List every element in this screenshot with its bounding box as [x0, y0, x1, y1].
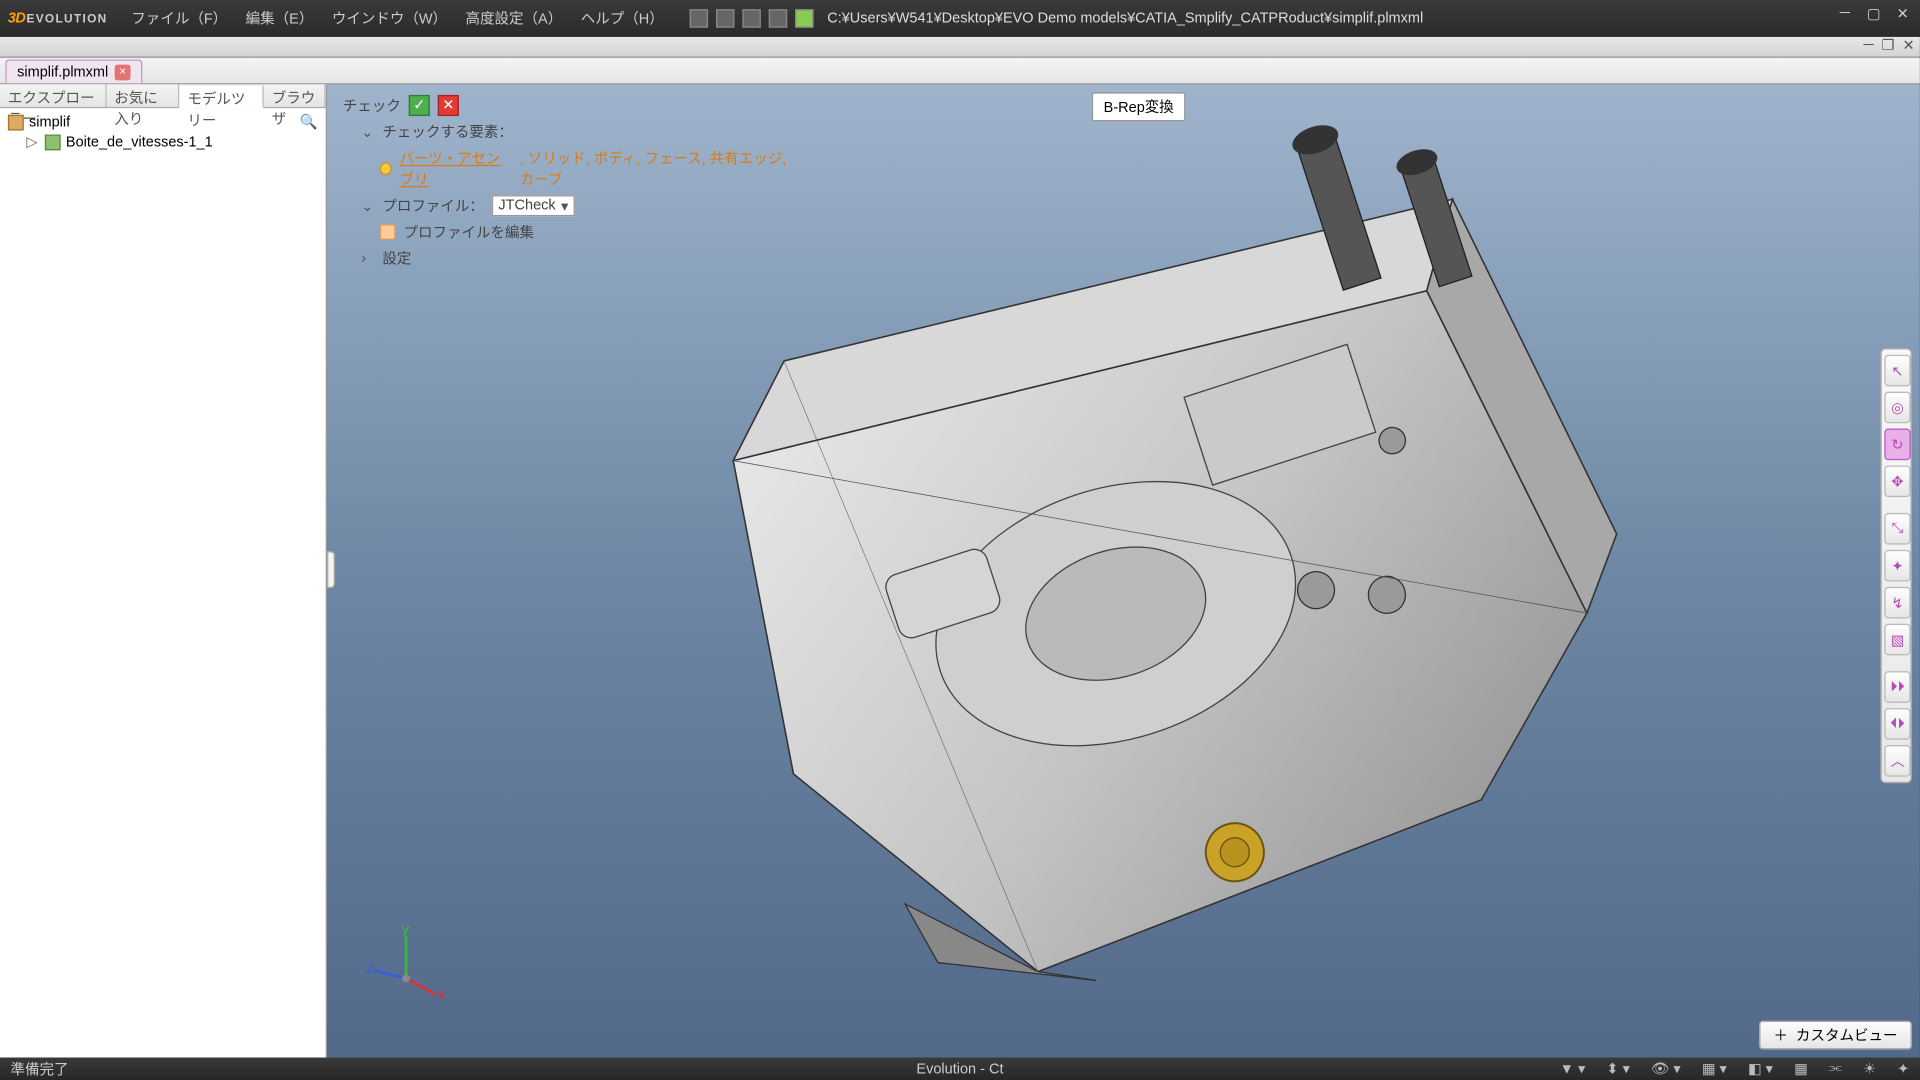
add-icon[interactable]: ✦ — [1897, 1060, 1909, 1077]
tool-play-icon[interactable]: ⏵⏵ — [1884, 671, 1910, 703]
status-ready: 準備完了 — [11, 1058, 69, 1079]
assembly-icon — [8, 115, 24, 131]
filter-icon[interactable]: ▼ ▾ — [1560, 1060, 1586, 1077]
tree-child-label: Boite_de_vitesses-1_1 — [66, 134, 213, 150]
file-tab-row: simplif.plmxml × — [0, 58, 1920, 84]
dropdown-icon: ▾ — [561, 197, 568, 214]
tool-fit-icon[interactable]: ✦ — [1884, 550, 1910, 582]
chevron-down-icon[interactable]: ⌄ — [361, 197, 374, 214]
toolbar-icon-2[interactable] — [716, 9, 734, 27]
check-label: チェック — [343, 95, 401, 116]
status-tools: ▼ ▾ ⬍ ▾ 👁 ▾ ▦ ▾ ◧ ▾ ▦ ⫘ ☀ ✦ — [1560, 1060, 1910, 1077]
toolbar-icon-5[interactable] — [796, 9, 814, 27]
tool-section-icon[interactable]: ▧ — [1884, 624, 1910, 656]
tool-rewind-icon[interactable]: ⏴⏵ — [1884, 708, 1910, 740]
chevron-right-icon[interactable]: › — [361, 251, 374, 267]
tab-model-tree[interactable]: モデルツリー — [179, 86, 263, 108]
side-tabs: エクスプローラー お気に入り モデルツリー ブラウザ — [0, 84, 326, 108]
search-icon[interactable]: 🔍 — [300, 113, 318, 130]
pencil-icon — [380, 224, 396, 240]
parts-suffix: , ソリッド, ボディ, フェース, 共有エッジ, カーブ — [520, 148, 792, 190]
file-tab[interactable]: simplif.plmxml × — [5, 59, 142, 83]
tool-move-icon[interactable]: ⤡ — [1884, 513, 1910, 545]
chevron-down-icon[interactable]: ⌄ — [361, 123, 374, 140]
layers-icon[interactable]: ⬍ ▾ — [1606, 1060, 1629, 1077]
sun-icon[interactable]: ☀ — [1863, 1060, 1876, 1077]
doc-minimize-icon[interactable]: ─ — [1863, 37, 1873, 54]
profile-value: JTCheck — [498, 198, 555, 214]
svg-text:y: y — [402, 926, 410, 938]
tool-cursor-icon[interactable]: ↖ — [1884, 355, 1910, 387]
tab-browser[interactable]: ブラウザ — [264, 84, 326, 106]
window-maximize-icon[interactable]: ▢ — [1865, 5, 1883, 22]
window-close-icon[interactable]: ✕ — [1894, 5, 1912, 22]
file-tab-close-icon[interactable]: × — [115, 64, 131, 80]
viewport-3d[interactable]: チェック ✓ ✕ ⌄ チェックする要素： パーツ・アセンブリ, ソリッド, ボデ… — [327, 84, 1920, 1057]
menu-advanced[interactable]: 高度設定（A） — [466, 8, 563, 29]
tree-root-label: simplif — [29, 115, 70, 131]
menu-help[interactable]: ヘルプ（H） — [581, 8, 664, 29]
tree-child[interactable]: ▷ Boite_de_vitesses-1_1 — [26, 132, 317, 152]
svg-text:x: x — [438, 987, 446, 1003]
model-tree: 🔍 simplif ▷ Boite_de_vitesses-1_1 — [0, 108, 326, 1057]
custom-view-button[interactable]: ＋ カスタムビュー — [1759, 1021, 1912, 1050]
panel-drag-handle[interactable] — [327, 551, 335, 588]
bullet-icon — [380, 162, 392, 175]
visibility-icon[interactable]: 👁 ▾ — [1651, 1060, 1681, 1077]
file-tab-label: simplif.plmxml — [17, 64, 108, 80]
toolbar-icon-1[interactable] — [690, 9, 708, 27]
profile-label: プロファイル： — [382, 195, 484, 216]
section-check-elements: チェックする要素： — [382, 121, 513, 142]
menu-edit[interactable]: 編集（E） — [246, 8, 314, 29]
window-minimize-icon[interactable]: ─ — [1835, 5, 1853, 22]
app-logo: 3DEVOLUTION — [8, 11, 108, 27]
menu-file[interactable]: ファイル（F） — [131, 8, 227, 29]
svg-text:z: z — [367, 961, 374, 977]
expand-icon[interactable]: ▷ — [26, 133, 39, 150]
box-icon[interactable]: ◧ ▾ — [1748, 1060, 1773, 1077]
toolbar-icon-4[interactable] — [769, 9, 787, 27]
tool-target-icon[interactable]: ◎ — [1884, 392, 1910, 424]
profile-select[interactable]: JTCheck ▾ — [492, 195, 575, 216]
toolbar-icon-3[interactable] — [743, 9, 761, 27]
doc-restore-icon[interactable]: ❐ — [1882, 37, 1895, 54]
menu-bar: ファイル（F） 編集（E） ウインドウ（W） 高度設定（A） ヘルプ（H） — [131, 8, 663, 29]
parts-assembly-link[interactable]: パーツ・アセンブリ — [399, 148, 511, 190]
title-filepath: C:¥Users¥W541¥Desktop¥EVO Demo models¥CA… — [827, 11, 1423, 27]
check-reject-icon[interactable]: ✕ — [438, 95, 459, 116]
right-toolbar: ↖ ◎ ↻ ✥ ⤡ ✦ ↯ ▧ ⏵⏵ ⏴⏵ ︿ — [1880, 348, 1912, 783]
menu-window[interactable]: ウインドウ（W） — [332, 8, 447, 29]
grid-icon[interactable]: ▦ — [1794, 1060, 1808, 1077]
inspector-panel: チェック ✓ ✕ ⌄ チェックする要素： パーツ・アセンブリ, ソリッド, ボデ… — [343, 92, 791, 271]
render-icon[interactable]: ▦ ▾ — [1702, 1060, 1727, 1077]
tab-favorites[interactable]: お気に入り — [106, 84, 179, 106]
custom-view-label: カスタムビュー — [1796, 1025, 1898, 1046]
tool-measure-icon[interactable]: ↯ — [1884, 587, 1910, 619]
axis-triad: x y z — [367, 926, 446, 1005]
part-icon — [45, 134, 61, 150]
document-bar: ─ ❐ ✕ — [0, 37, 1920, 58]
tool-rotate-icon[interactable]: ↻ — [1884, 429, 1910, 461]
brep-badge: B-Rep変換 — [1092, 92, 1186, 121]
plus-icon: ＋ — [1774, 1025, 1789, 1046]
check-accept-icon[interactable]: ✓ — [409, 95, 430, 116]
settings-label[interactable]: 設定 — [382, 248, 411, 269]
doc-close-icon[interactable]: ✕ — [1902, 37, 1914, 54]
toolbar-mini-icons — [690, 9, 814, 27]
left-panel: エクスプローラー お気に入り モデルツリー ブラウザ 🔍 simplif ▷ B… — [0, 84, 327, 1057]
status-bar: 準備完了 Evolution - Ct ▼ ▾ ⬍ ▾ 👁 ▾ ▦ ▾ ◧ ▾ … — [0, 1058, 1920, 1080]
link-icon[interactable]: ⫘ — [1829, 1060, 1842, 1077]
edit-profile-link[interactable]: プロファイルを編集 — [403, 222, 534, 243]
status-center: Evolution - Ct — [916, 1061, 1003, 1077]
tool-up-icon[interactable]: ︿ — [1884, 745, 1910, 777]
title-bar: 3DEVOLUTION ファイル（F） 編集（E） ウインドウ（W） 高度設定（… — [0, 0, 1920, 37]
tree-root[interactable]: simplif — [8, 113, 318, 131]
tool-pan-icon[interactable]: ✥ — [1884, 465, 1910, 497]
tab-explorer[interactable]: エクスプローラー — [0, 84, 106, 106]
